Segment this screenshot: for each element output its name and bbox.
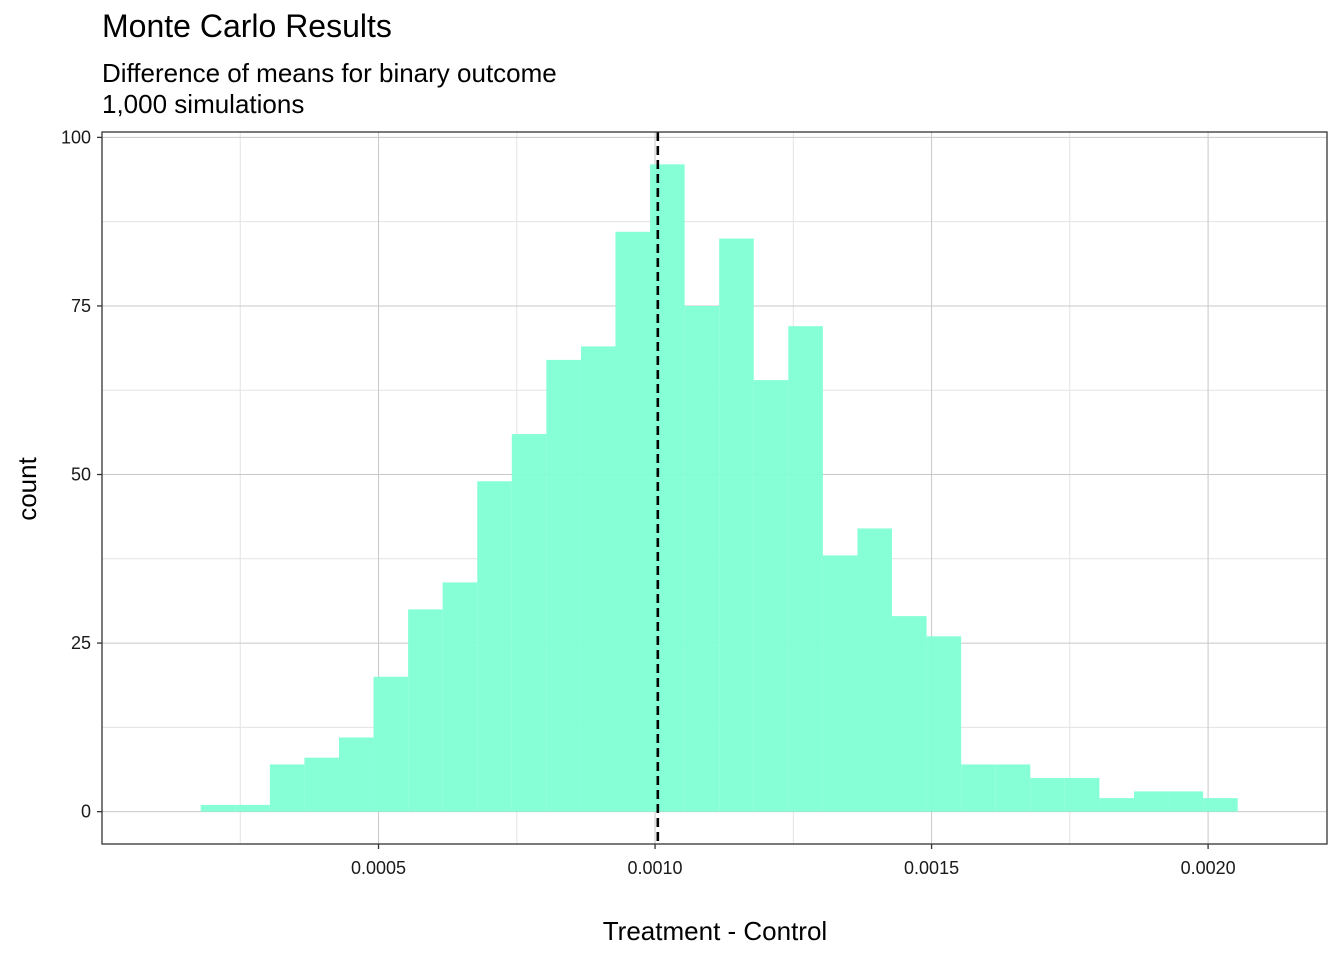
histogram-bar	[511, 434, 547, 812]
histogram-bar	[304, 757, 339, 812]
x-tick-label: 0.0005	[351, 858, 406, 878]
histogram-bar	[338, 737, 374, 812]
y-tick-label: 25	[71, 633, 91, 653]
histogram-bar	[269, 764, 305, 812]
histogram-bar	[1203, 798, 1238, 812]
histogram-bar	[1064, 777, 1100, 812]
chart-subtitle-line-2: 1,000 simulations	[102, 89, 305, 119]
y-tick-label: 50	[71, 465, 91, 485]
histogram-bar	[857, 528, 893, 812]
histogram-bar	[235, 804, 270, 812]
panel-border	[101, 131, 1328, 845]
histogram-bar	[995, 764, 1031, 812]
histogram-bar	[650, 164, 685, 812]
histogram-bar	[788, 326, 823, 812]
x-tick-label: 0.0020	[1181, 858, 1236, 878]
histogram-bar	[753, 380, 789, 812]
x-tick-label: 0.0015	[904, 858, 959, 878]
histogram-bar	[1133, 791, 1169, 812]
histogram-bar	[719, 238, 754, 812]
histogram-bar	[615, 231, 651, 812]
histogram-bar	[926, 636, 962, 812]
histogram-bar	[822, 555, 858, 812]
histogram-bar	[1168, 791, 1204, 812]
histogram-bar	[1030, 777, 1065, 812]
x-tick-label: 0.0010	[628, 858, 683, 878]
y-axis-title: count	[12, 456, 42, 520]
chart-title: Monte Carlo Results	[102, 8, 392, 44]
y-tick-label: 0	[81, 802, 91, 822]
histogram-bar	[442, 582, 478, 812]
histogram-bar	[477, 481, 512, 812]
y-tick-label: 100	[61, 127, 91, 147]
histogram-bar	[546, 359, 581, 812]
histogram-bar	[892, 616, 927, 812]
histogram-bar	[408, 609, 443, 812]
x-axis-title: Treatment - Control	[603, 916, 827, 946]
histogram-bars	[200, 164, 1238, 812]
y-tick-label: 75	[71, 296, 91, 316]
histogram-bar	[961, 764, 996, 812]
histogram-bar	[1099, 798, 1134, 812]
histogram-bar	[580, 346, 616, 812]
histogram-bar	[200, 804, 236, 812]
histogram-bar	[373, 676, 409, 812]
y-axis: 0 25 50 75 100	[61, 127, 102, 822]
chart-subtitle-line-1: Difference of means for binary outcome	[102, 58, 557, 88]
histogram-bar	[684, 305, 720, 812]
x-axis: 0.0005 0.0010 0.0015 0.0020	[351, 844, 1236, 878]
